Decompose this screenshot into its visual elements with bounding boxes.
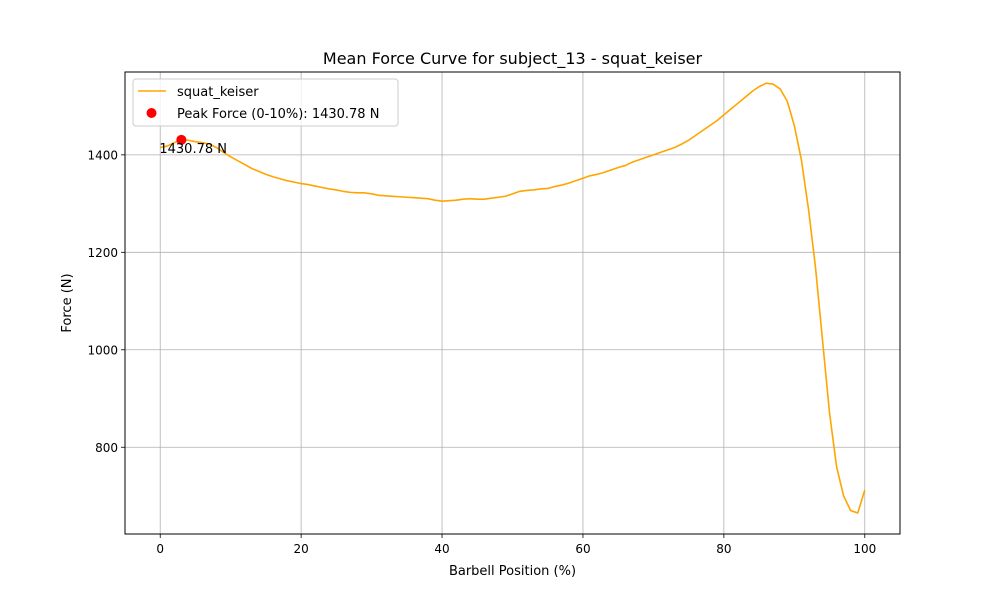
legend-box <box>132 78 399 127</box>
axes-ticks: 0 20 40 60 80 100 800 1000 1200 1400 <box>87 148 876 556</box>
peak-force-point <box>176 134 187 145</box>
legend: squat_keiser Peak Force (0-10%): 1430.78… <box>132 78 399 127</box>
peak-force-annotation: 1430.78 N <box>159 142 227 157</box>
grid <box>125 72 900 534</box>
legend-label-peak-force: Peak Force (0-10%): 1430.78 N <box>177 107 379 122</box>
y-axis-label: Force (N) <box>60 273 75 332</box>
series-line-squat-keiser <box>160 82 866 514</box>
x-tick-label: 40 <box>434 542 449 556</box>
y-tick-label: 1200 <box>87 246 118 260</box>
chart-title: Mean Force Curve for subject_13 - squat_… <box>323 49 703 69</box>
x-tick-label: 100 <box>853 542 876 556</box>
y-tick-label: 1400 <box>87 148 118 162</box>
x-tick-label: 0 <box>156 542 164 556</box>
x-tick-label: 20 <box>293 542 308 556</box>
plot-area: 1430.78 N <box>159 82 866 514</box>
x-tick-label: 80 <box>716 542 731 556</box>
x-axis-label: Barbell Position (%) <box>449 564 576 579</box>
plot-frame <box>124 71 901 535</box>
x-tick-label: 60 <box>575 542 590 556</box>
legend-label-squat-keiser: squat_keiser <box>177 85 259 100</box>
legend-swatch-dot <box>146 108 157 118</box>
y-tick-label: 800 <box>95 441 118 455</box>
y-tick-label: 1000 <box>87 343 118 357</box>
